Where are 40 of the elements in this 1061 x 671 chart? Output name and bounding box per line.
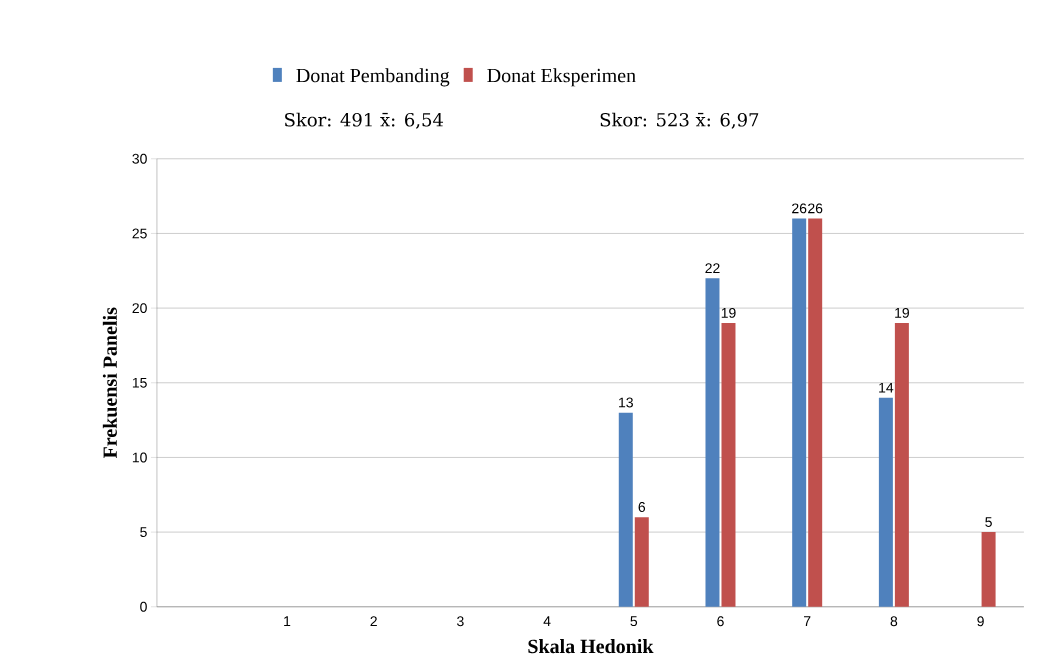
bar [721, 323, 736, 607]
data-label: 22 [705, 263, 720, 274]
x-tick-label: 5 [630, 616, 638, 627]
text: Skor: 491 x̄: 6,54 [285, 112, 444, 129]
y-axis-title: Frekuensi Panelis [102, 307, 117, 459]
y-tick-label: 10 [132, 452, 147, 463]
x-tick-label: 3 [457, 616, 464, 627]
x-tick-label: 8 [890, 616, 898, 627]
bar [894, 323, 909, 607]
data-label: 26 [792, 203, 807, 214]
bar [618, 412, 633, 607]
bar [878, 397, 893, 607]
x-tick-label: 1 [284, 616, 291, 626]
x-tick-label: 2 [370, 616, 377, 627]
y-tick-label: 5 [140, 527, 147, 537]
data-label: 13 [619, 397, 633, 408]
x-tick-label: 6 [717, 616, 724, 627]
data-label: 6 [638, 502, 646, 512]
legend-label: Donat Eksperimen [487, 68, 636, 87]
y-tick-label: 0 [140, 601, 147, 612]
x-tick-label: 9 [977, 616, 984, 627]
text: Skor: 523 x̄: 6,97 [600, 112, 759, 129]
y-tick-label: 20 [132, 303, 147, 314]
bar [808, 218, 823, 607]
x-axis-title: Skala Hedonik [528, 639, 654, 654]
x-tick-label: 7 [804, 616, 811, 626]
data-label: 19 [895, 307, 909, 318]
data-label: 5 [985, 517, 992, 527]
bar [792, 218, 807, 607]
y-tick-label: 25 [132, 228, 147, 239]
bar [634, 517, 649, 607]
data-label: 19 [721, 307, 736, 318]
y-tick-label: 30 [132, 153, 147, 164]
y-tick-label: 15 [132, 377, 147, 388]
x-tick-label: 4 [543, 616, 551, 626]
bar [981, 532, 996, 607]
legend-label: Donat Pembanding [296, 68, 450, 87]
bar [705, 278, 720, 607]
data-label: 26 [808, 203, 823, 214]
data-label: 14 [879, 382, 894, 393]
